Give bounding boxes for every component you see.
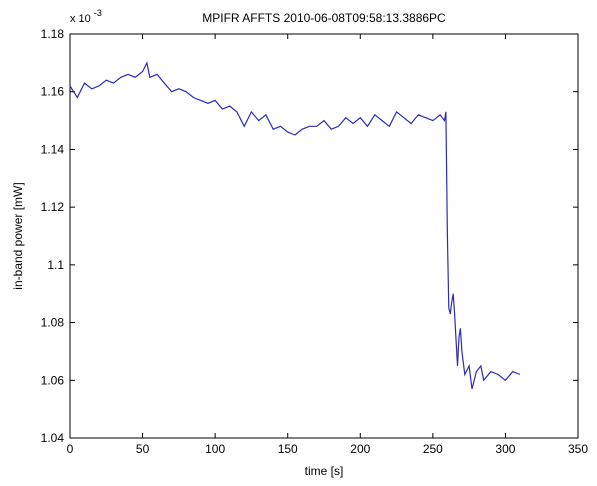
- x-tick-label: 350: [568, 442, 588, 456]
- y-tick-label: 1.14: [41, 142, 65, 156]
- plot-area: [69, 33, 579, 439]
- x-tick-label: 150: [278, 442, 298, 456]
- x-tick-label: 100: [205, 442, 225, 456]
- y-axis-label: in-band power [mW]: [11, 182, 25, 289]
- y-tick-label: 1.18: [41, 27, 65, 41]
- y-tick-label: 1.08: [41, 316, 65, 330]
- y-tick-label: 1.16: [41, 85, 65, 99]
- y-tick-label: 1.04: [41, 431, 65, 445]
- series-line: [69, 61, 521, 390]
- x-axis-label: time [s]: [305, 464, 344, 478]
- y-tick-label: 1.1: [47, 258, 64, 272]
- x-tick-label: 0: [67, 442, 74, 456]
- y-exponent-base: x 10: [70, 13, 91, 25]
- y-tick-label: 1.12: [41, 200, 65, 214]
- y-exponent-label: x 10 -3: [70, 8, 102, 25]
- x-tick-label: 250: [423, 442, 443, 456]
- chart-title: MPIFR AFFTS 2010-06-08T09:58:13.3886PC: [202, 11, 446, 25]
- x-tick-label: 200: [350, 442, 370, 456]
- y-exponent-power: -3: [94, 8, 102, 18]
- x-tick-label: 50: [136, 442, 150, 456]
- x-tick-label: 300: [495, 442, 515, 456]
- axis-ticks: 0 50 100 150 200 250 300 350 1.04 1.06 1.08 1.1 1.12…: [41, 27, 589, 456]
- y-tick-label: 1.06: [41, 373, 65, 387]
